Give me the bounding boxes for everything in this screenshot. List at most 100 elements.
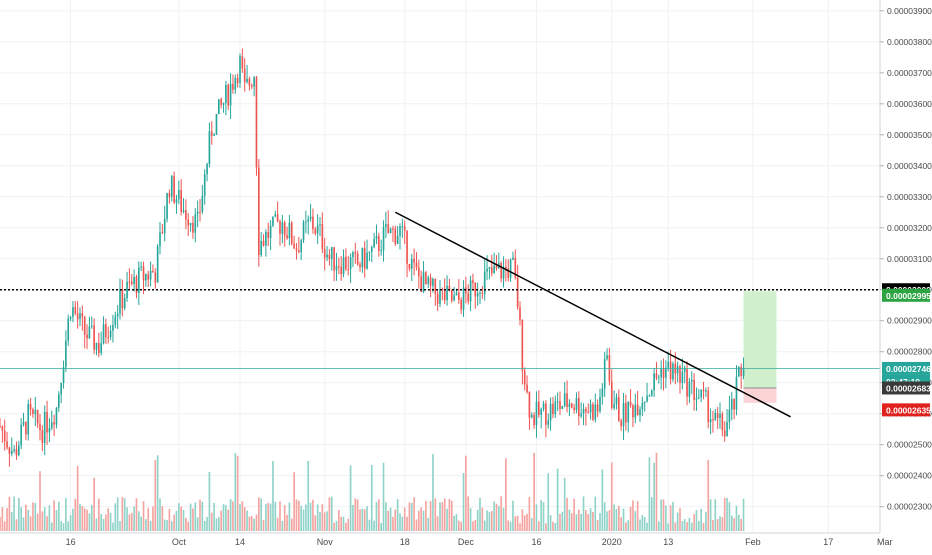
candle-body[interactable]: [552, 403, 554, 415]
stop-zone[interactable]: [743, 387, 777, 403]
candle-body[interactable]: [347, 269, 350, 271]
candle-body[interactable]: [175, 199, 178, 203]
candle-body[interactable]: [639, 409, 641, 416]
candle-body[interactable]: [516, 277, 519, 308]
candle-body[interactable]: [140, 266, 142, 268]
candle-body[interactable]: [196, 211, 199, 215]
candle-body[interactable]: [201, 195, 204, 212]
candle-body[interactable]: [483, 271, 486, 294]
candle-body[interactable]: [43, 411, 46, 443]
candle-body[interactable]: [573, 407, 575, 411]
candle-body[interactable]: [314, 229, 317, 234]
candle-body[interactable]: [218, 99, 220, 114]
candle-body[interactable]: [490, 267, 493, 273]
candle-body[interactable]: [453, 295, 455, 301]
candle-body[interactable]: [653, 373, 655, 391]
candle-body[interactable]: [276, 214, 279, 222]
candle-body[interactable]: [72, 307, 74, 317]
candle-body[interactable]: [67, 318, 70, 341]
candle-body[interactable]: [356, 253, 359, 265]
candle-body[interactable]: [505, 266, 507, 269]
candle-body[interactable]: [606, 355, 608, 359]
candle-body[interactable]: [733, 398, 735, 410]
candle-body[interactable]: [375, 235, 378, 239]
candle-body[interactable]: [232, 83, 234, 90]
candle-body[interactable]: [25, 421, 27, 435]
candle-body[interactable]: [293, 243, 295, 249]
candle-body[interactable]: [352, 252, 354, 258]
candle-body[interactable]: [385, 224, 387, 227]
candle-body[interactable]: [18, 445, 20, 456]
candle-body[interactable]: [521, 319, 524, 371]
candle-body[interactable]: [540, 409, 542, 415]
candle-body[interactable]: [523, 370, 526, 385]
candle-body[interactable]: [693, 379, 695, 400]
candle-body[interactable]: [142, 266, 145, 281]
candle-body[interactable]: [335, 266, 338, 271]
candle-body[interactable]: [241, 56, 244, 69]
candle-body[interactable]: [65, 340, 67, 368]
candle-body[interactable]: [382, 226, 385, 251]
candle-body[interactable]: [563, 393, 566, 407]
candle-body[interactable]: [629, 401, 632, 406]
candle-body[interactable]: [109, 330, 112, 338]
candle-body[interactable]: [580, 413, 582, 417]
candle-body[interactable]: [283, 222, 286, 236]
candle-body[interactable]: [156, 246, 159, 283]
candle-body[interactable]: [312, 216, 314, 230]
candle-body[interactable]: [74, 307, 77, 314]
candle-body[interactable]: [465, 287, 467, 294]
candle-body[interactable]: [213, 134, 215, 136]
candle-body[interactable]: [735, 376, 738, 410]
candle-body[interactable]: [392, 228, 394, 230]
candle-body[interactable]: [53, 422, 55, 425]
candle-body[interactable]: [542, 403, 545, 410]
candle-body[interactable]: [410, 258, 413, 269]
candle-body[interactable]: [130, 281, 133, 285]
candle-body[interactable]: [547, 420, 550, 425]
candle-body[interactable]: [723, 430, 726, 437]
candle-body[interactable]: [119, 289, 121, 314]
candle-body[interactable]: [712, 419, 714, 421]
candle-body[interactable]: [716, 413, 719, 419]
candle-body[interactable]: [22, 421, 25, 425]
candle-body[interactable]: [46, 411, 48, 433]
candle-body[interactable]: [121, 289, 124, 309]
candle-body[interactable]: [549, 403, 552, 421]
candle-body[interactable]: [114, 316, 117, 325]
candle-body[interactable]: [650, 390, 653, 396]
candle-body[interactable]: [107, 336, 110, 338]
candle-body[interactable]: [255, 77, 258, 168]
candle-body[interactable]: [203, 174, 206, 196]
candle-body[interactable]: [6, 441, 8, 448]
candle-body[interactable]: [330, 247, 333, 260]
candle-body[interactable]: [86, 334, 88, 339]
candle-body[interactable]: [69, 316, 72, 319]
candle-body[interactable]: [378, 235, 380, 251]
candle-body[interactable]: [528, 392, 531, 418]
candle-body[interactable]: [102, 324, 105, 344]
candle-body[interactable]: [300, 240, 302, 253]
candle-body[interactable]: [728, 409, 731, 423]
candle-body[interactable]: [363, 247, 366, 269]
candle-body[interactable]: [253, 77, 255, 87]
candle-body[interactable]: [288, 222, 291, 239]
candle-body[interactable]: [690, 379, 693, 382]
candle-body[interactable]: [32, 409, 34, 415]
candle-body[interactable]: [305, 221, 307, 223]
candle-body[interactable]: [15, 449, 18, 456]
candle-body[interactable]: [589, 404, 592, 413]
candle-body[interactable]: [262, 240, 265, 246]
candle-body[interactable]: [321, 224, 324, 249]
candle-body[interactable]: [354, 252, 357, 254]
candle-body[interactable]: [660, 368, 662, 378]
candle-body[interactable]: [215, 113, 218, 135]
candle-body[interactable]: [665, 367, 667, 378]
candle-body[interactable]: [368, 251, 371, 253]
candle-body[interactable]: [178, 190, 180, 200]
candle-body[interactable]: [683, 368, 686, 373]
candle-body[interactable]: [60, 382, 62, 395]
candle-body[interactable]: [8, 447, 11, 454]
candle-body[interactable]: [93, 325, 95, 350]
candle-body[interactable]: [316, 225, 319, 234]
